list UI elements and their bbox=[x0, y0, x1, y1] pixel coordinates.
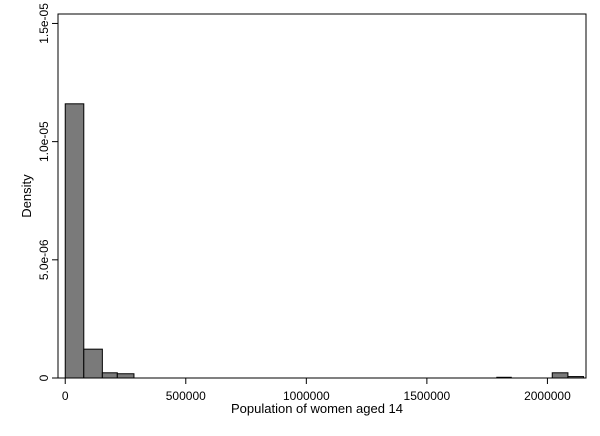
histogram-bar-0 bbox=[64, 103, 85, 379]
x-tick-label-1: 500000 bbox=[166, 389, 206, 403]
histogram-bars bbox=[64, 103, 585, 379]
histogram-bar-4 bbox=[496, 376, 512, 379]
histogram-bar-3 bbox=[116, 373, 135, 379]
x-tick-label-0: 0 bbox=[62, 389, 69, 403]
x-tick-label-3: 1500000 bbox=[404, 389, 451, 403]
x-tick-label-4: 2000000 bbox=[524, 389, 571, 403]
histogram-bar-1 bbox=[83, 348, 103, 379]
x-tick-label-2: 1000000 bbox=[283, 389, 330, 403]
histogram-bar-6 bbox=[567, 376, 585, 379]
x-axis-title: Population of women aged 14 bbox=[231, 401, 403, 416]
y-tick-label-2: 1.0e-05 bbox=[37, 121, 51, 162]
y-axis-ticks: 0 5.0e-06 1.0e-05 1.5e-05 bbox=[37, 3, 58, 381]
plot-frame bbox=[57, 13, 587, 379]
y-tick-label-3: 1.5e-05 bbox=[37, 3, 51, 44]
y-tick-label-0: 0 bbox=[37, 374, 51, 381]
y-axis-title: Density bbox=[19, 174, 34, 218]
x-axis-ticks: 0 500000 1000000 1500000 2000000 bbox=[62, 378, 571, 403]
histogram-bar-5 bbox=[551, 372, 569, 379]
y-tick-label-1: 5.0e-06 bbox=[37, 239, 51, 280]
histogram-bar-2 bbox=[101, 372, 118, 379]
